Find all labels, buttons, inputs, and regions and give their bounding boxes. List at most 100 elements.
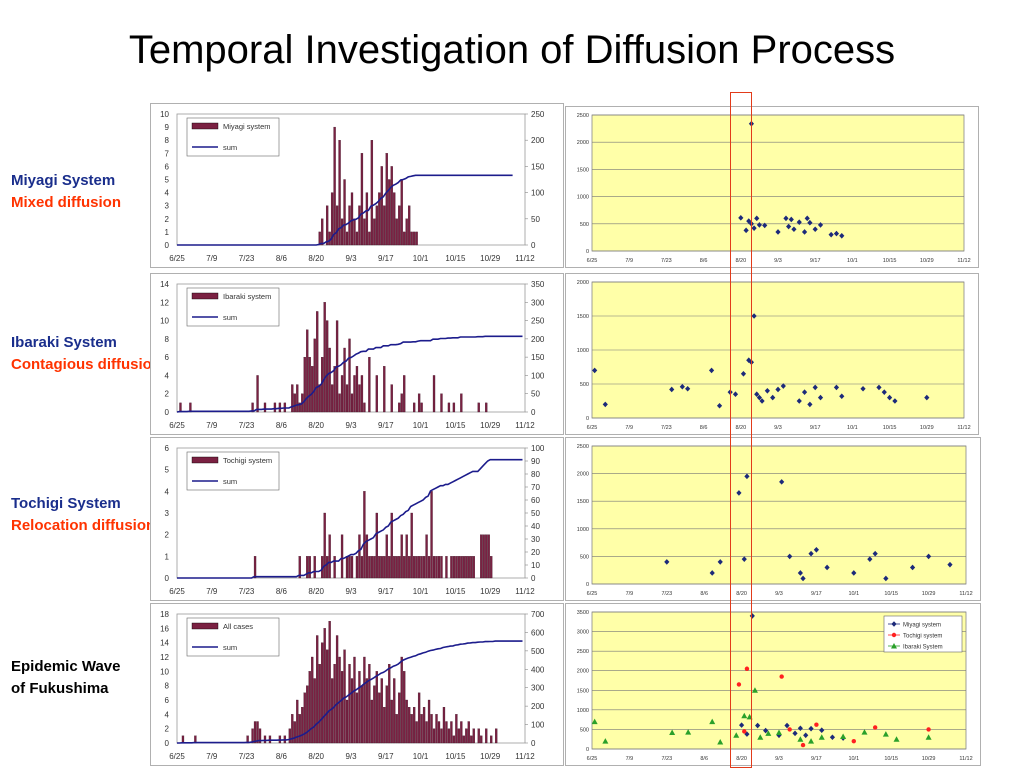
bar bbox=[390, 384, 393, 413]
bar bbox=[395, 556, 398, 579]
scatter-point bbox=[717, 559, 723, 565]
y2-tick-label: 400 bbox=[531, 665, 545, 674]
y-tick-label: 1 bbox=[165, 228, 170, 237]
bar bbox=[335, 635, 339, 744]
bar bbox=[435, 714, 438, 744]
bar bbox=[480, 534, 483, 579]
y-tick-label: 8 bbox=[165, 335, 170, 344]
scatter-chart-svg: 0 500 1000 1500 2000 2500 6/25 7/9 7/23 8/6 8/20 9/… bbox=[577, 444, 973, 597]
bar bbox=[395, 218, 398, 246]
x-tick-label: 7/9 bbox=[206, 587, 218, 596]
bar bbox=[420, 714, 423, 744]
y-tick-label: 18 bbox=[160, 610, 169, 619]
bar bbox=[435, 556, 438, 579]
bar bbox=[400, 393, 403, 413]
scatter-point bbox=[909, 564, 916, 571]
x-tick-label: 11/12 bbox=[515, 421, 535, 430]
y2-tick-label: 30 bbox=[531, 535, 540, 544]
scatter-point bbox=[808, 738, 815, 744]
bar bbox=[417, 393, 421, 413]
bar bbox=[403, 231, 406, 246]
bar bbox=[480, 735, 483, 744]
y-tick-label: 500 bbox=[580, 382, 589, 388]
bar bbox=[316, 635, 319, 744]
bar bbox=[368, 556, 371, 579]
sum-line bbox=[177, 458, 523, 579]
bar bbox=[358, 384, 361, 413]
x-tick-label: 8/20 bbox=[308, 254, 324, 263]
bar bbox=[360, 685, 364, 744]
bar bbox=[348, 664, 351, 744]
bar bbox=[308, 356, 311, 413]
y-tick-label: 0 bbox=[586, 416, 589, 422]
scatter-point bbox=[867, 556, 873, 562]
bar bbox=[343, 649, 346, 744]
bar bbox=[445, 721, 448, 744]
y-tick-label: 4 bbox=[165, 371, 170, 380]
bar bbox=[328, 231, 331, 246]
x-tick-label: 6/25 bbox=[587, 425, 598, 431]
bar bbox=[457, 556, 461, 579]
x-tick-label: 8/6 bbox=[700, 258, 708, 264]
sum-line bbox=[176, 335, 523, 413]
y-tick-label: 2 bbox=[165, 215, 170, 224]
bar bbox=[338, 393, 341, 413]
bar bbox=[253, 556, 257, 579]
bar bbox=[340, 375, 344, 413]
bar bbox=[477, 402, 480, 413]
scatter-point bbox=[792, 730, 798, 737]
bar bbox=[251, 402, 254, 413]
x-tick-label: 9/17 bbox=[811, 591, 822, 597]
y2-tick-label: 50 bbox=[531, 509, 540, 518]
scatter-chart-svg: 0 500 1000 1500 2000 2500 6/25 7/9 7/23 8/6 8/20 9/… bbox=[577, 113, 971, 264]
bar bbox=[298, 714, 301, 744]
bar bbox=[301, 707, 304, 744]
y-tick-label: 6 bbox=[165, 162, 170, 171]
x-tick-label: 8/6 bbox=[700, 425, 708, 431]
bar bbox=[400, 534, 403, 579]
scatter-point bbox=[839, 393, 845, 400]
bar bbox=[457, 728, 461, 744]
bar bbox=[313, 678, 316, 744]
x-tick-label: 10/15 bbox=[883, 425, 897, 431]
bar bbox=[358, 671, 361, 744]
bar bbox=[355, 366, 359, 413]
y-tick-label: 2500 bbox=[577, 113, 589, 119]
x-tick-label: 9/17 bbox=[810, 258, 821, 264]
bar bbox=[251, 728, 254, 744]
scatter-point bbox=[840, 733, 847, 739]
bar bbox=[296, 384, 299, 413]
scatter-point bbox=[797, 570, 803, 576]
scatter-point bbox=[824, 564, 830, 571]
bar bbox=[415, 721, 418, 744]
bar bbox=[348, 205, 351, 246]
y2-tick-label: 500 bbox=[531, 647, 545, 656]
diffusion-type: Contagious diffusion bbox=[11, 356, 161, 373]
y-tick-label: 0 bbox=[165, 241, 170, 250]
y-tick-label: 1000 bbox=[577, 708, 589, 714]
bar bbox=[412, 231, 416, 246]
y-tick-label: 5 bbox=[165, 466, 170, 475]
bar bbox=[472, 556, 475, 579]
bar bbox=[490, 556, 493, 579]
bar bbox=[345, 699, 349, 744]
scatter-chart-miyagi: 0 500 1000 1500 2000 2500 6/25 7/9 7/23 8/6 8/20 9/… bbox=[565, 106, 979, 268]
row-label-ibaraki: Ibaraki System Contagious diffusion bbox=[11, 332, 161, 376]
y-tick-label: 1500 bbox=[577, 499, 589, 505]
scatter-point bbox=[804, 215, 810, 222]
row-label-tochigi: Tochigi System Relocation diffusion bbox=[11, 493, 155, 537]
bar bbox=[472, 728, 475, 744]
bar-chart-tochigi: 0 1 2 3 4 5 6 0 10 20 30 40 50 60 70 80 90 100 6/25 7/9 7/23… bbox=[150, 437, 564, 601]
bar bbox=[363, 402, 366, 413]
bar bbox=[380, 678, 383, 744]
y-tick-label: 1500 bbox=[577, 314, 589, 320]
scatter-point bbox=[808, 550, 814, 557]
y-tick-label: 6 bbox=[165, 444, 170, 453]
bar bbox=[380, 166, 383, 246]
bar bbox=[470, 556, 473, 579]
bar bbox=[455, 714, 458, 744]
bar bbox=[482, 534, 485, 579]
scatter-point bbox=[744, 731, 750, 737]
bar bbox=[440, 556, 443, 579]
y-tick-label: 8 bbox=[165, 136, 170, 145]
